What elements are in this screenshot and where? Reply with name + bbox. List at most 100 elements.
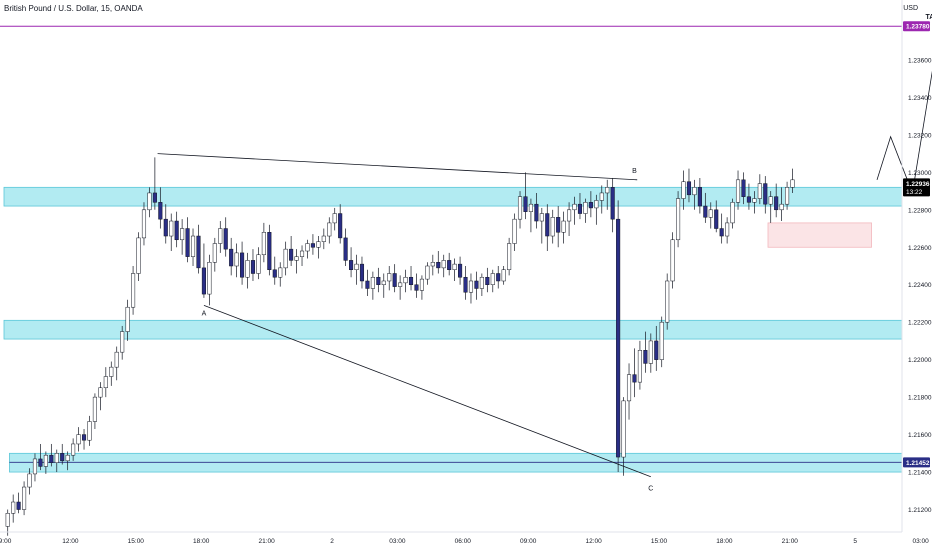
y-tick-label: 1.22800	[908, 207, 932, 214]
y-tick-label: 1.22400	[908, 282, 932, 289]
candle-body	[676, 198, 681, 241]
candle-body	[114, 351, 119, 368]
candle	[256, 247, 261, 280]
candle	[27, 468, 32, 495]
candle	[163, 204, 168, 244]
candle-body	[577, 203, 583, 214]
candle	[392, 264, 397, 293]
candle-body	[528, 203, 533, 212]
x-tick-label: 9:00	[0, 538, 12, 545]
candle	[408, 266, 414, 291]
candle-body	[321, 235, 326, 242]
candle-body	[256, 254, 261, 274]
candle	[359, 256, 365, 289]
projection-path	[876, 70, 932, 195]
candle-body	[283, 248, 288, 269]
candle-body	[196, 235, 201, 269]
candle-body	[87, 421, 92, 441]
candle-body	[458, 263, 463, 278]
x-tick-label: 12:00	[585, 538, 602, 545]
candle-body	[261, 232, 266, 256]
candle	[610, 177, 615, 233]
candle	[670, 232, 675, 289]
candle-body	[272, 269, 277, 278]
candle-body	[686, 181, 692, 196]
candle	[616, 200, 621, 473]
candle-body	[370, 276, 375, 289]
candle	[534, 192, 539, 229]
candle	[741, 172, 746, 205]
price-tag-label: 1.22936	[906, 181, 930, 188]
candle	[332, 207, 337, 231]
candle	[305, 239, 310, 259]
x-tick-label: 06:00	[455, 538, 472, 545]
candle-body	[425, 265, 430, 280]
candle-body	[207, 262, 212, 295]
point-label-b: B	[632, 168, 637, 175]
candle-body	[605, 187, 610, 194]
candle-body	[523, 196, 528, 212]
candle-body	[60, 453, 65, 462]
candle	[512, 213, 517, 252]
candle	[528, 198, 533, 233]
candle	[289, 236, 294, 266]
candle-body	[310, 243, 315, 248]
candle	[16, 492, 21, 514]
point-label-c: C	[648, 486, 653, 493]
candle	[665, 273, 670, 330]
price-tag-bg	[903, 178, 930, 197]
candle-body	[223, 228, 228, 250]
candle	[267, 224, 272, 276]
candle	[321, 228, 326, 250]
candle	[507, 237, 512, 276]
x-tick-label: 2	[330, 538, 334, 545]
candle	[697, 177, 702, 214]
candle-body	[490, 273, 495, 285]
candle	[354, 254, 359, 285]
y-tick-label: 1.21200	[908, 507, 932, 514]
candle	[485, 267, 490, 293]
candle-body	[534, 203, 539, 222]
candle-body	[65, 454, 70, 462]
candle-body	[774, 196, 779, 211]
candle-body	[131, 273, 136, 308]
candle	[430, 254, 435, 276]
candle-body	[76, 434, 81, 445]
candle	[76, 427, 81, 452]
candle	[785, 181, 790, 210]
candle	[496, 266, 501, 289]
y-tick-label: 1.22600	[908, 245, 932, 252]
candle-body	[441, 260, 446, 269]
candle-body	[299, 250, 305, 257]
candle	[294, 249, 299, 274]
candle-body	[501, 269, 506, 282]
candle-body	[16, 501, 21, 510]
candle	[730, 198, 735, 229]
candle	[370, 271, 375, 300]
candle	[605, 179, 610, 210]
candle-body	[447, 260, 452, 270]
candle-body	[561, 220, 566, 233]
candle	[38, 443, 43, 471]
point-label-a: A	[202, 310, 207, 317]
candle-body	[643, 350, 648, 364]
y-tick-label: 1.21800	[908, 395, 932, 402]
candle-body	[185, 228, 190, 257]
candle	[708, 202, 713, 229]
candle	[447, 252, 452, 276]
candle	[158, 187, 163, 229]
candle-body	[81, 434, 87, 441]
candle-body	[517, 196, 523, 220]
candle	[490, 269, 495, 293]
candle-body	[583, 202, 588, 214]
candle-body	[648, 340, 653, 364]
candle-body	[250, 260, 256, 274]
candle	[92, 393, 97, 429]
candle	[414, 273, 419, 298]
candle	[746, 183, 751, 210]
candle-body	[681, 181, 686, 199]
x-tick-label: 18:00	[193, 538, 210, 545]
y-tick-label: 1.23400	[908, 95, 932, 102]
candle	[229, 237, 234, 276]
